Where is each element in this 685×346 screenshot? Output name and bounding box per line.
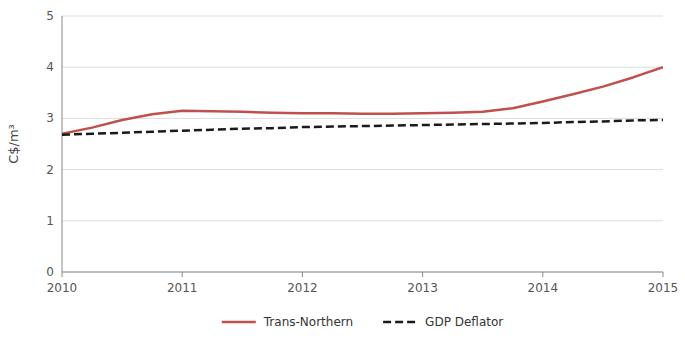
- legend-swatch: [222, 321, 256, 324]
- tick-mark: [542, 272, 543, 277]
- tick-mark: [422, 272, 423, 277]
- legend-item: Trans-Northern: [222, 315, 353, 329]
- tick-label: 2013: [407, 281, 438, 295]
- axis-label: C$/m³: [6, 124, 21, 164]
- tick-mark: [663, 272, 664, 277]
- legend-label: GDP Deflator: [425, 315, 503, 329]
- tick-label: 3: [46, 111, 54, 125]
- grid-line: [62, 272, 663, 273]
- tick-label: 2014: [528, 281, 559, 295]
- tick-label: 4: [46, 60, 54, 74]
- tick-mark: [182, 272, 183, 277]
- legend-swatch: [383, 321, 417, 324]
- legend-label: Trans-Northern: [263, 315, 353, 329]
- legend-item: GDP Deflator: [383, 315, 503, 329]
- grid-line: [62, 67, 663, 68]
- tick-mark: [62, 272, 63, 277]
- tick-label: 5: [46, 9, 54, 23]
- legend: Trans-Northern GDP Deflator: [222, 315, 504, 329]
- grid-line: [62, 16, 663, 17]
- tick-label: 0: [46, 265, 54, 279]
- tick-mark: [302, 272, 303, 277]
- tick-label: 2015: [648, 281, 679, 295]
- series-line: [62, 120, 663, 135]
- tick-label: 2: [46, 163, 54, 177]
- plot-area: [62, 67, 663, 135]
- chart: 0 1 2 3 4 5 2010 2011 2012 2013 2014 2015 C$/m³ Trans…: [0, 0, 685, 346]
- tick-label: 2012: [287, 281, 318, 295]
- grid-line: [62, 169, 663, 170]
- y-axis: [62, 16, 63, 272]
- tick-label: 1: [46, 214, 54, 228]
- grid-line: [62, 220, 663, 221]
- series-line: [62, 67, 663, 134]
- grid-line: [62, 118, 663, 119]
- tick-label: 2010: [47, 281, 78, 295]
- x-axis: [62, 272, 663, 273]
- tick-label: 2011: [167, 281, 198, 295]
